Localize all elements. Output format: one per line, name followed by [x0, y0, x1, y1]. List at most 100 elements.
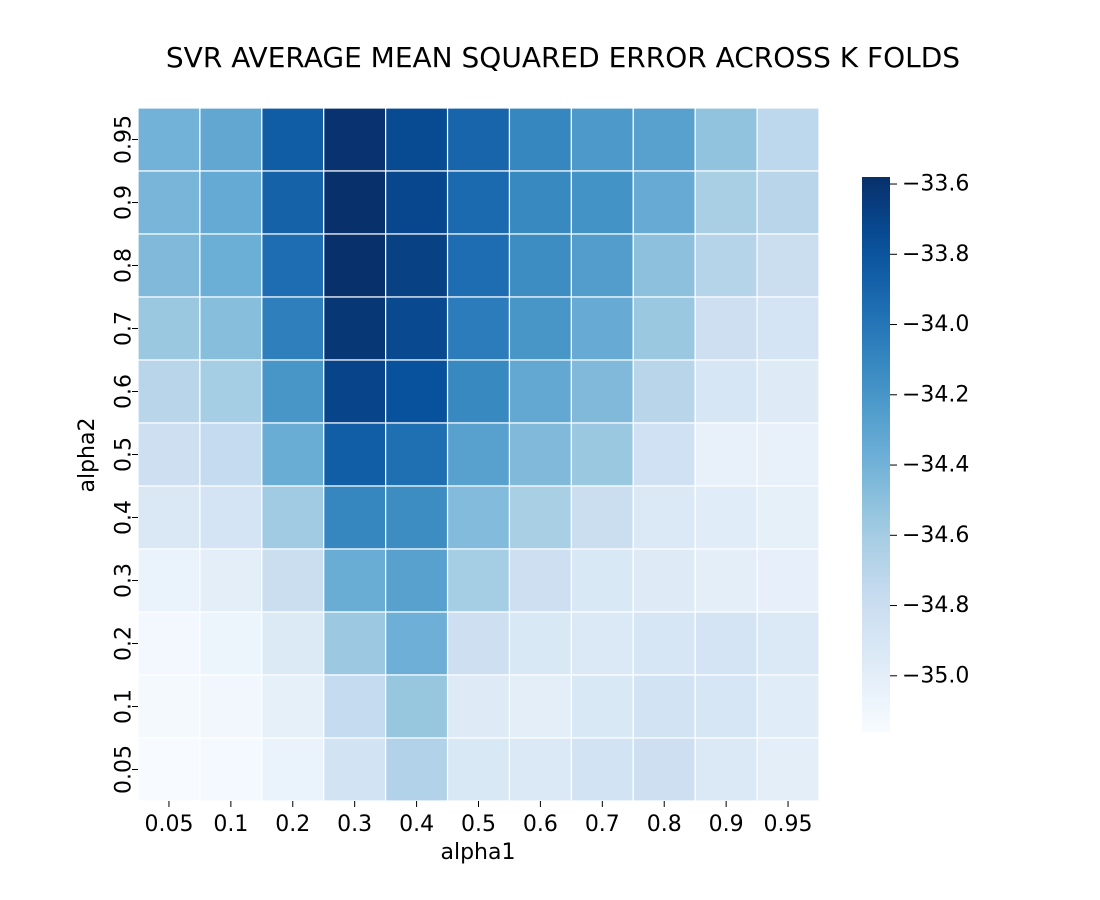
heatmap-cell: [756, 674, 820, 739]
heatmap-cell: [570, 107, 634, 172]
heatmap-cell: [632, 548, 696, 613]
heatmap-cell: [632, 233, 696, 298]
heatmap-cell: [199, 233, 263, 298]
colorbar-tick-label: −34.2: [902, 382, 969, 407]
heatmap-cell: [385, 296, 449, 361]
heatmap-cell: [199, 170, 263, 235]
heatmap-cell: [756, 737, 820, 802]
heatmap-cell: [508, 485, 572, 550]
heatmap-cell: [199, 296, 263, 361]
heatmap-cell: [199, 107, 263, 172]
heatmap-cell: [756, 296, 820, 361]
heatmap-cell: [323, 737, 387, 802]
heatmap-cell: [323, 359, 387, 424]
heatmap-cell: [323, 296, 387, 361]
heatmap-cell: [137, 674, 201, 739]
heatmap-cell: [137, 359, 201, 424]
heatmap-cell: [632, 359, 696, 424]
x-axis-label: alpha1: [441, 840, 516, 865]
heatmap-cell: [323, 485, 387, 550]
colorbar-tick-label: −34.6: [902, 523, 969, 548]
heatmap-cell: [570, 737, 634, 802]
heatmap-cell: [694, 107, 758, 172]
heatmap-cell: [694, 737, 758, 802]
heatmap-cell: [261, 233, 325, 298]
heatmap-cell: [756, 359, 820, 424]
heatmap-cell: [323, 170, 387, 235]
heatmap-cell: [570, 611, 634, 676]
heatmap-cell: [385, 548, 449, 613]
heatmap-cell: [756, 107, 820, 172]
heatmap-cell: [385, 107, 449, 172]
chart-title: SVR AVERAGE MEAN SQUARED ERROR ACROSS K …: [166, 41, 960, 74]
heatmap-cell: [756, 233, 820, 298]
heatmap-cell: [508, 170, 572, 235]
heatmap-cell: [137, 107, 201, 172]
heatmap-cell: [385, 674, 449, 739]
heatmap-cell: [508, 422, 572, 487]
heatmap-cell: [632, 296, 696, 361]
heatmap-cell: [446, 170, 511, 235]
x-tick-label: 0.3: [337, 812, 372, 837]
x-tick-label: 0.9: [709, 812, 744, 837]
heatmap-cell: [323, 422, 387, 487]
y-tick-label: 0.9: [112, 185, 137, 220]
heatmap-cell: [137, 737, 201, 802]
heatmap-cell: [261, 359, 325, 424]
x-tick-label: 0.05: [144, 812, 193, 837]
heatmap-cell: [632, 422, 696, 487]
y-tick-label: 0.3: [112, 563, 137, 598]
colorbar-tick-label: −34.4: [902, 453, 969, 478]
heatmap-cell: [385, 359, 449, 424]
heatmap-cell: [323, 548, 387, 613]
heatmap-cell: [694, 296, 758, 361]
heatmap-cell: [446, 674, 511, 739]
heatmap-cell: [508, 548, 572, 613]
x-tick-label: 0.2: [275, 812, 310, 837]
heatmap-cell: [756, 422, 820, 487]
heatmap-cell: [323, 107, 387, 172]
x-tick-label: 0.1: [213, 812, 248, 837]
heatmap-cell: [508, 674, 572, 739]
heatmap-cell: [694, 170, 758, 235]
heatmap-cell: [137, 170, 201, 235]
y-tick-label: 0.8: [112, 248, 137, 283]
heatmap-cell: [694, 422, 758, 487]
x-tick-label: 0.7: [585, 812, 620, 837]
heatmap-cell: [137, 233, 201, 298]
colorbar: [862, 177, 890, 732]
heatmap-cell: [261, 674, 325, 739]
heatmap-cell: [570, 548, 634, 613]
heatmap-cell: [756, 485, 820, 550]
heatmap-cell: [570, 674, 634, 739]
heatmap-cell: [632, 107, 696, 172]
heatmap-cell: [694, 485, 758, 550]
x-tick-label: 0.4: [399, 812, 434, 837]
x-tick-label: 0.95: [764, 812, 813, 837]
heatmap-cell: [385, 422, 449, 487]
heatmap-cell: [137, 548, 201, 613]
heatmap-cell: [385, 485, 449, 550]
heatmap-cell: [446, 548, 511, 613]
x-tick-label: 0.6: [523, 812, 558, 837]
heatmap-cell: [446, 359, 511, 424]
heatmap-cell: [261, 422, 325, 487]
x-tick-label: 0.8: [647, 812, 682, 837]
heatmap-cell: [570, 485, 634, 550]
heatmap-cell: [385, 611, 449, 676]
heatmap-cell: [137, 296, 201, 361]
x-tick-labels: 0.05 0.1 0.2 0.3 0.4 0.5 0.6 0.7 0.8 0.9 0.95: [144, 801, 813, 837]
y-tick-label: 0.05: [112, 745, 137, 794]
heatmap-cell: [199, 359, 263, 424]
heatmap-cell: [261, 485, 325, 550]
heatmap-cell: [199, 548, 263, 613]
heatmap-cell: [508, 233, 572, 298]
heatmap-cell: [261, 170, 325, 235]
heatmap-cell: [323, 674, 387, 739]
heatmap-cell: [323, 611, 387, 676]
heatmap-cell: [261, 737, 325, 802]
heatmap-cell: [632, 674, 696, 739]
heatmap-cell: [199, 674, 263, 739]
y-tick-label: 0.1: [112, 689, 137, 724]
